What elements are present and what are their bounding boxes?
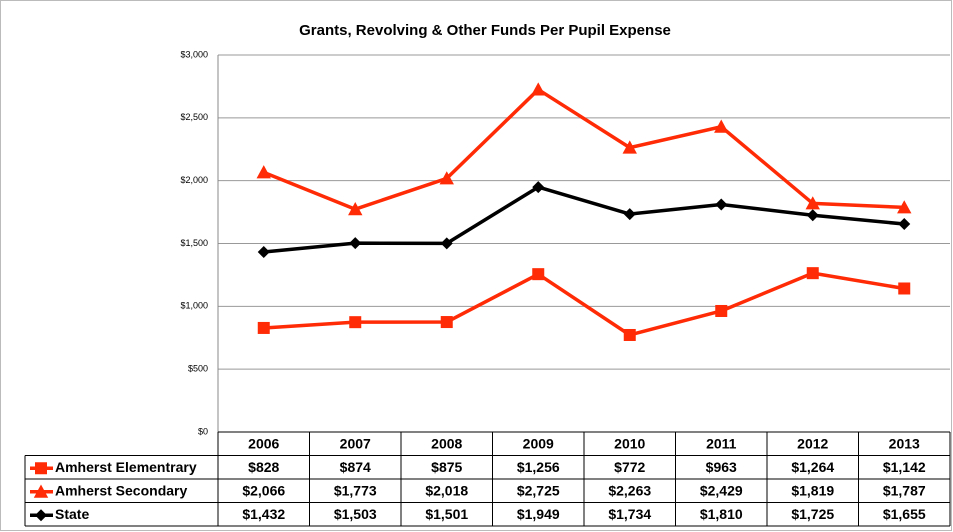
marker bbox=[440, 316, 453, 329]
marker bbox=[714, 119, 729, 133]
table-cell: $1,655 bbox=[883, 506, 926, 522]
y-tick-label: $500 bbox=[188, 364, 208, 374]
table-cell: $1,142 bbox=[883, 459, 926, 475]
marker bbox=[897, 200, 912, 214]
series-line bbox=[263, 271, 905, 337]
table-cell: $1,949 bbox=[517, 506, 560, 522]
table-cell: $1,503 bbox=[334, 506, 377, 522]
marker bbox=[623, 328, 636, 341]
table-cell: $1,264 bbox=[791, 459, 834, 475]
marker bbox=[257, 321, 270, 334]
table-cell: $772 bbox=[614, 459, 645, 475]
marker bbox=[531, 82, 546, 96]
marker bbox=[806, 267, 819, 280]
marker bbox=[623, 208, 636, 221]
x-tick-label: 2007 bbox=[340, 435, 371, 451]
table-cell: $1,734 bbox=[608, 506, 651, 522]
y-tick-label: $2,000 bbox=[180, 175, 208, 185]
marker bbox=[256, 165, 271, 179]
marker bbox=[622, 140, 637, 154]
table-cell: $2,018 bbox=[425, 482, 468, 498]
table-cell: $2,429 bbox=[700, 482, 743, 498]
y-tick-label: $2,500 bbox=[180, 112, 208, 122]
marker bbox=[805, 196, 820, 210]
table-cell: $1,819 bbox=[791, 482, 834, 498]
marker bbox=[439, 171, 454, 185]
legend-label: Amherst Elementrary bbox=[55, 459, 197, 475]
legend-marker bbox=[33, 484, 49, 498]
legend-label: State bbox=[55, 506, 89, 522]
table-cell: $875 bbox=[431, 459, 462, 475]
table-cell: $1,810 bbox=[700, 506, 743, 522]
table-cell: $1,501 bbox=[425, 506, 468, 522]
legend-marker bbox=[35, 462, 47, 475]
table-cell: $1,256 bbox=[517, 459, 560, 475]
y-tick-label: $3,000 bbox=[180, 49, 208, 59]
marker bbox=[532, 268, 545, 281]
table-cell: $1,787 bbox=[883, 482, 926, 498]
marker bbox=[715, 198, 728, 211]
x-tick-label: 2009 bbox=[523, 435, 554, 451]
x-tick-label: 2008 bbox=[431, 435, 462, 451]
legend-marker bbox=[35, 509, 47, 522]
legend-label: Amherst Secondary bbox=[55, 482, 187, 498]
series-line bbox=[263, 87, 905, 211]
x-tick-label: 2006 bbox=[248, 435, 279, 451]
y-tick-label: $1,500 bbox=[180, 238, 208, 248]
chart-title: Grants, Revolving & Other Funds Per Pupi… bbox=[299, 22, 671, 39]
table-cell: $874 bbox=[340, 459, 371, 475]
marker bbox=[440, 237, 453, 250]
table-cell: $2,263 bbox=[608, 482, 651, 498]
table-cell: $828 bbox=[248, 459, 279, 475]
table-cell: $1,773 bbox=[334, 482, 377, 498]
y-tick-label: $1,000 bbox=[180, 301, 208, 311]
marker bbox=[348, 201, 363, 216]
table-cell: $2,066 bbox=[242, 482, 285, 498]
x-tick-label: 2013 bbox=[889, 435, 920, 451]
table-cell: $1,725 bbox=[791, 506, 834, 522]
table-cell: $2,725 bbox=[517, 482, 560, 498]
marker bbox=[806, 209, 819, 222]
x-tick-label: 2012 bbox=[797, 435, 828, 451]
series-line bbox=[263, 185, 905, 254]
marker bbox=[257, 246, 270, 259]
table-cell: $963 bbox=[706, 459, 737, 475]
marker bbox=[898, 282, 911, 295]
marker bbox=[532, 181, 545, 194]
marker bbox=[898, 218, 911, 231]
table-cell: $1,432 bbox=[242, 506, 285, 522]
marker bbox=[349, 316, 362, 329]
y-tick-label: $0 bbox=[198, 426, 208, 436]
x-tick-label: 2010 bbox=[614, 435, 645, 451]
marker bbox=[715, 304, 728, 317]
marker bbox=[349, 237, 362, 250]
x-tick-label: 2011 bbox=[706, 435, 737, 451]
